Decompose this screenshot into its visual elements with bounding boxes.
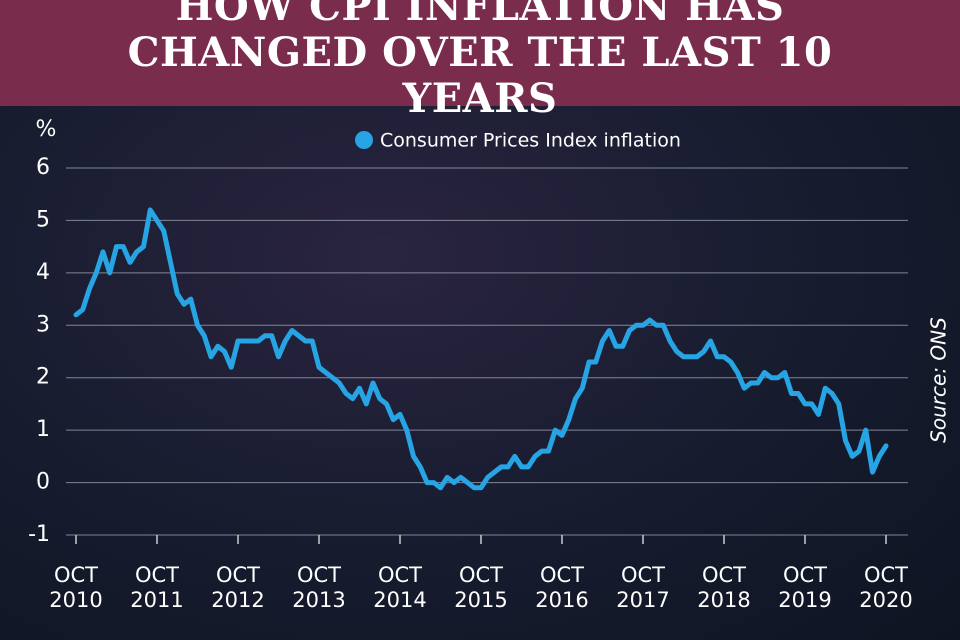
legend-marker (355, 131, 373, 149)
x-tick-label: OCT 2011 (130, 563, 184, 612)
y-tick-label: -1 (28, 522, 50, 547)
x-tick-label: OCT 2017 (616, 563, 670, 612)
legend-label: Consumer Prices Index inflation (380, 130, 681, 152)
x-tick-label: OCT 2020 (859, 563, 913, 612)
y-tick-label: 4 (36, 260, 50, 285)
chart-title: HOW CPI INFLATION HAS CHANGED OVER THE L… (127, 0, 833, 122)
y-axis-label: % (36, 117, 57, 142)
x-tick-label: OCT 2019 (778, 563, 832, 612)
x-tick-label: OCT 2018 (697, 563, 751, 612)
y-tick-label: 2 (36, 365, 50, 390)
y-tick-label: 6 (36, 155, 50, 180)
x-tick-label: OCT 2015 (454, 563, 508, 612)
y-tick-label: 3 (36, 312, 50, 337)
x-tick-label: OCT 2010 (49, 563, 103, 612)
x-tick-label: OCT 2016 (535, 563, 589, 612)
line-series (73, 207, 889, 491)
x-tick-label: OCT 2012 (211, 563, 265, 612)
x-tick-label: OCT 2014 (373, 563, 427, 612)
header: HOW CPI INFLATION HAS CHANGED OVER THE L… (0, 0, 960, 122)
y-tick-label: 5 (36, 207, 50, 232)
y-tick-label: 0 (36, 470, 50, 495)
x-tick-label: OCT 2013 (292, 563, 346, 612)
y-tick-label: 1 (36, 417, 50, 442)
source: Source: ONS (927, 317, 951, 443)
